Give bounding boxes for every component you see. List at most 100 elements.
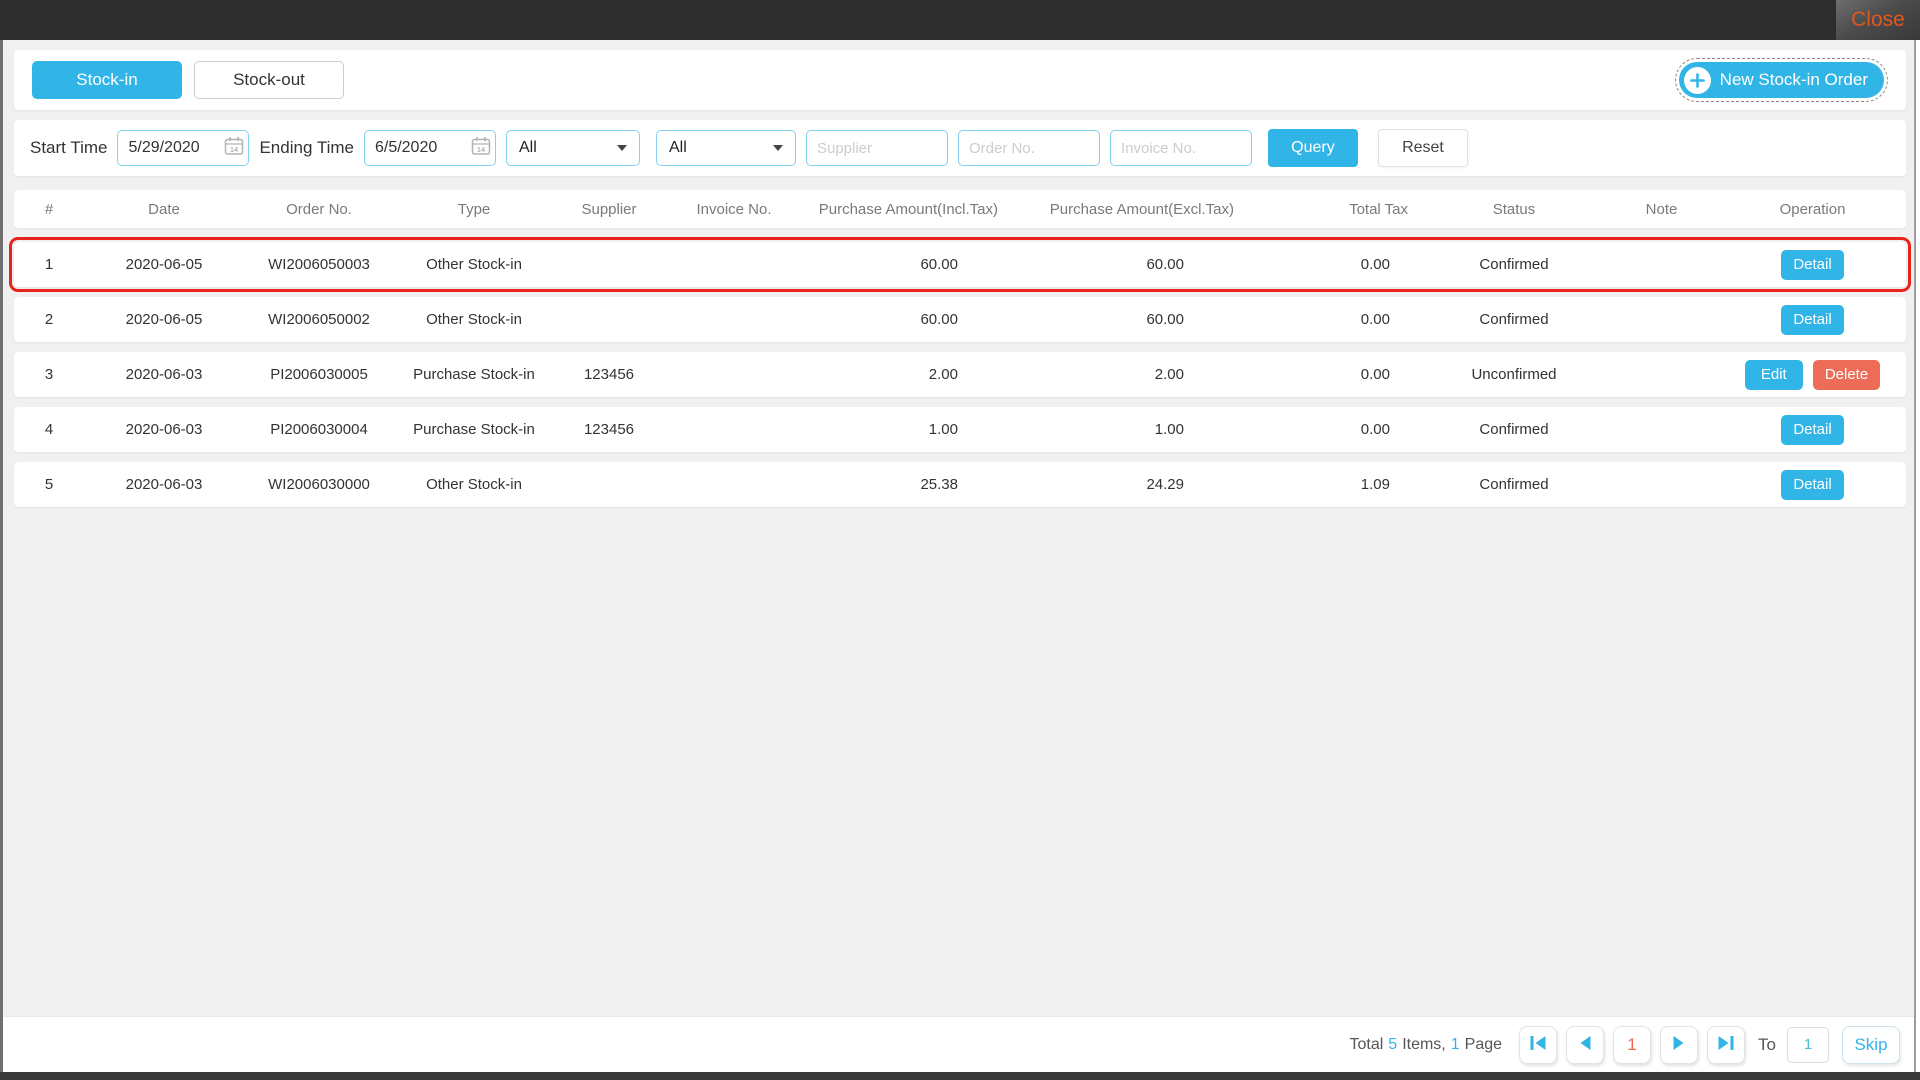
edit-button[interactable]: Edit	[1745, 360, 1803, 390]
last-page-button[interactable]	[1707, 1026, 1745, 1064]
type-filter-value: All	[519, 139, 537, 157]
page-count: 1	[1451, 1036, 1460, 1054]
cell-supplier: 123456	[554, 366, 664, 383]
cell-date: 2020-06-03	[84, 366, 244, 383]
column-header: Purchase Amount(Incl.Tax)	[804, 201, 1004, 218]
column-header: Type	[394, 201, 554, 218]
tabs-bar: Stock-in Stock-out New Stock-in Order	[14, 50, 1906, 110]
cell-amount-incl-tax: 1.00	[804, 421, 1004, 438]
detail-button[interactable]: Detail	[1781, 250, 1843, 280]
table-row[interactable]: 4 2020-06-03 PI2006030004 Purchase Stock…	[14, 407, 1906, 452]
table-row[interactable]: 1 2020-06-05 WI2006050003 Other Stock-in…	[14, 242, 1906, 287]
cell-type: Other Stock-in	[394, 476, 554, 493]
column-header: Purchase Amount(Excl.Tax)	[1004, 201, 1244, 218]
plus-icon	[1684, 67, 1711, 94]
chevron-down-icon	[773, 145, 783, 151]
cell-order-no: PI2006030004	[244, 421, 394, 438]
cell-total-tax: 1.09	[1244, 476, 1424, 493]
cell-type: Other Stock-in	[394, 311, 554, 328]
cell-total-tax: 0.00	[1244, 366, 1424, 383]
next-page-button[interactable]	[1660, 1026, 1698, 1064]
query-button[interactable]: Query	[1268, 129, 1358, 167]
total-count: 5	[1388, 1036, 1397, 1054]
first-page-button[interactable]	[1519, 1026, 1557, 1064]
table-row[interactable]: 3 2020-06-03 PI2006030005 Purchase Stock…	[14, 352, 1906, 397]
column-header: Supplier	[554, 201, 664, 218]
svg-text:14: 14	[477, 145, 485, 154]
cell-index: 2	[14, 311, 84, 328]
start-time-input[interactable]	[128, 139, 220, 157]
tab-stock-in[interactable]: Stock-in	[32, 61, 182, 99]
items-label: Items,	[1402, 1036, 1446, 1054]
table-row[interactable]: 2 2020-06-05 WI2006050002 Other Stock-in…	[14, 297, 1906, 342]
cell-status: Confirmed	[1424, 256, 1604, 273]
cell-amount-incl-tax: 60.00	[804, 256, 1004, 273]
cell-amount-excl-tax: 60.00	[1004, 311, 1244, 328]
cell-status: Confirmed	[1424, 476, 1604, 493]
supplier-input[interactable]	[806, 130, 948, 166]
column-header: Order No.	[244, 201, 394, 218]
filter-toolbar: Start Time 14 Ending Time 14 All All Que…	[14, 120, 1906, 176]
close-button[interactable]: Close	[1836, 0, 1920, 40]
cell-index: 1	[14, 256, 84, 273]
cell-status: Unconfirmed	[1424, 366, 1604, 383]
table-header: #DateOrder No.TypeSupplierInvoice No.Pur…	[14, 190, 1906, 228]
cell-amount-incl-tax: 2.00	[804, 366, 1004, 383]
new-stock-in-order-button[interactable]: New Stock-in Order	[1679, 62, 1884, 98]
cell-amount-excl-tax: 1.00	[1004, 421, 1244, 438]
cell-total-tax: 0.00	[1244, 256, 1424, 273]
cell-type: Purchase Stock-in	[394, 366, 554, 383]
status-filter-value: All	[669, 139, 687, 157]
cell-operation: Detail	[1719, 305, 1906, 335]
reset-button[interactable]: Reset	[1378, 129, 1468, 167]
cell-operation: Detail	[1719, 470, 1906, 500]
cell-amount-incl-tax: 25.38	[804, 476, 1004, 493]
page-label: Page	[1465, 1036, 1502, 1054]
cell-date: 2020-06-03	[84, 421, 244, 438]
cell-amount-incl-tax: 60.00	[804, 311, 1004, 328]
cell-operation: Detail	[1719, 250, 1906, 280]
calendar-icon[interactable]: 14	[224, 136, 244, 161]
column-header: Invoice No.	[664, 201, 804, 218]
detail-button[interactable]: Detail	[1781, 415, 1843, 445]
table-header-row: #DateOrder No.TypeSupplierInvoice No.Pur…	[14, 190, 1906, 228]
order-no-input[interactable]	[958, 130, 1100, 166]
status-filter-select[interactable]: All	[656, 130, 796, 166]
cell-status: Confirmed	[1424, 421, 1604, 438]
new-stock-in-order-label: New Stock-in Order	[1720, 70, 1868, 90]
cell-order-no: WI2006050002	[244, 311, 394, 328]
column-header: Note	[1604, 201, 1719, 218]
cell-date: 2020-06-03	[84, 476, 244, 493]
cell-total-tax: 0.00	[1244, 311, 1424, 328]
previous-page-button[interactable]	[1566, 1026, 1604, 1064]
svg-text:14: 14	[230, 145, 238, 154]
delete-button[interactable]: Delete	[1813, 360, 1880, 390]
cell-amount-excl-tax: 60.00	[1004, 256, 1244, 273]
detail-button[interactable]: Detail	[1781, 470, 1843, 500]
table-row[interactable]: 5 2020-06-03 WI2006030000 Other Stock-in…	[14, 462, 1906, 507]
titlebar: Close	[0, 0, 1920, 40]
skip-button[interactable]: Skip	[1842, 1026, 1900, 1064]
table-body: 1 2020-06-05 WI2006050003 Other Stock-in…	[14, 242, 1906, 517]
column-header: Total Tax	[1244, 201, 1424, 218]
cell-order-no: WI2006030000	[244, 476, 394, 493]
detail-button[interactable]: Detail	[1781, 305, 1843, 335]
ending-time-input[interactable]	[375, 139, 467, 157]
calendar-icon[interactable]: 14	[471, 136, 491, 161]
cell-type: Other Stock-in	[394, 256, 554, 273]
invoice-no-input[interactable]	[1110, 130, 1252, 166]
goto-page-input[interactable]	[1787, 1027, 1829, 1063]
goto-label: To	[1758, 1035, 1776, 1055]
ending-time-label: Ending Time	[259, 138, 354, 158]
tab-stock-out[interactable]: Stock-out	[194, 61, 344, 99]
current-page-button[interactable]: 1	[1613, 1026, 1651, 1064]
cell-type: Purchase Stock-in	[394, 421, 554, 438]
ending-time-field: 14	[364, 130, 496, 166]
type-filter-select[interactable]: All	[506, 130, 640, 166]
window-left-edge	[0, 40, 3, 1072]
cell-index: 3	[14, 366, 84, 383]
column-header: Status	[1424, 201, 1604, 218]
cell-status: Confirmed	[1424, 311, 1604, 328]
window-bottom-edge	[0, 1072, 1920, 1080]
new-stock-in-order-focus-ring: New Stock-in Order	[1675, 58, 1888, 102]
